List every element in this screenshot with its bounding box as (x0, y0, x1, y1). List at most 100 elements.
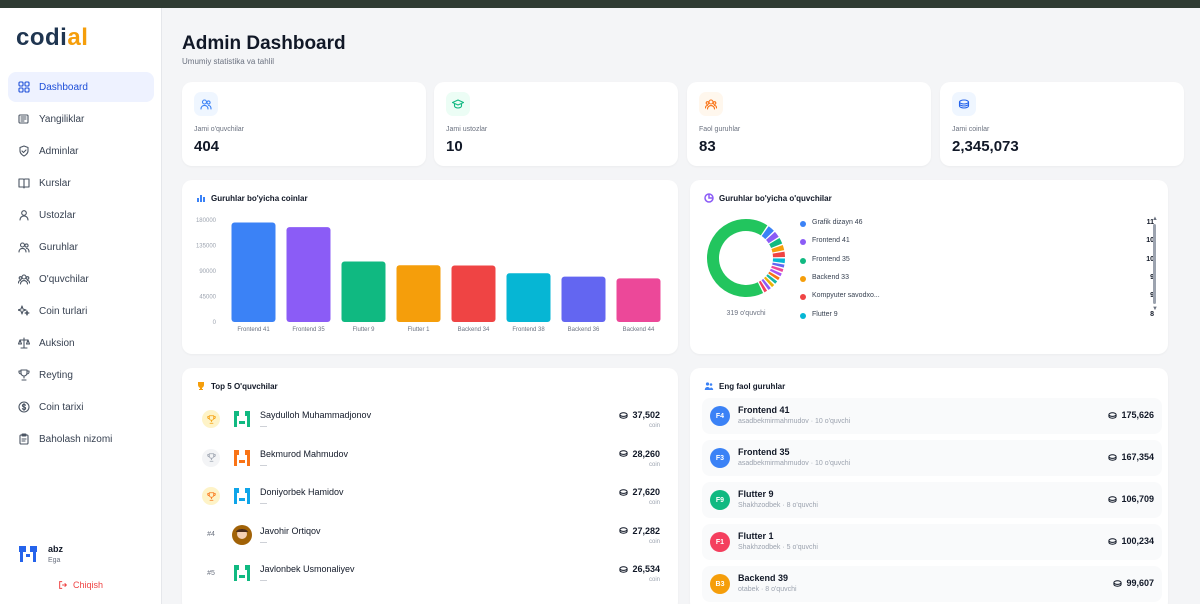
sidebar-item-label: Kurslar (39, 177, 71, 189)
coin-icon (1113, 579, 1123, 587)
clipboard-icon (19, 433, 29, 445)
coin-amount: 175,626 (1121, 410, 1154, 420)
student-row[interactable]: #5 Javlonbek Usmonaliyev — 26,534 coin (200, 558, 660, 594)
legend-color-dot (800, 239, 806, 246)
bar[interactable] (451, 265, 496, 322)
bar[interactable] (616, 278, 661, 322)
sidebar-item-ustozlar[interactable]: Ustozlar (8, 200, 154, 230)
logout-button[interactable]: Chiqish (58, 580, 103, 590)
student-name: Saydulloh Muhammadjonov (260, 410, 372, 420)
legend-item[interactable]: Kompyuter savodxo... 9 (800, 291, 1170, 305)
rank-badge: #4 (207, 531, 215, 538)
top-students-card: Top 5 O'quvchilar Saydulloh Muhammadjono… (182, 368, 678, 604)
trophy-icon (206, 453, 216, 462)
sidebar-item-baholash-nizomi[interactable]: Baholash nizomi (8, 424, 154, 454)
users-group-icon (18, 274, 30, 285)
sidebar-item-dashboard[interactable]: Dashboard (8, 72, 154, 102)
stat-value: 404 (194, 138, 220, 155)
bar[interactable] (506, 273, 551, 322)
donut-slice[interactable] (763, 276, 775, 288)
stat-value: 2,345,073 (952, 138, 1019, 155)
group-badge: F4 (710, 406, 730, 426)
donut-slice[interactable] (766, 274, 778, 284)
page-subtitle: Umumiy statistika va tahlil (182, 57, 275, 66)
legend-item[interactable]: Grafik dizayn 46 11 (800, 218, 1170, 232)
stat-icon (446, 92, 470, 116)
user-profile[interactable]: abz Ega (16, 542, 63, 566)
bar-chart: 180000 135000 90000 45000 0 Frontend 41 Fronte… (196, 218, 661, 333)
trophy-icon (18, 369, 30, 381)
donut-slice[interactable] (769, 268, 782, 277)
sidebar-item-yangiliklar[interactable]: Yangiliklar (8, 104, 154, 134)
rank-badge (202, 410, 220, 428)
group-name: Frontend 35 (738, 447, 790, 457)
avatar (232, 447, 252, 468)
sidebar-item-label: Auksion (39, 337, 75, 349)
sidebar-item-coin-turlari[interactable]: Coin turlari (8, 296, 154, 326)
donut-slice[interactable] (769, 238, 783, 249)
group-name: Flutter 1 (738, 531, 774, 541)
group-badge: B3 (710, 574, 730, 594)
scroll-down-icon[interactable]: ▼ (1152, 306, 1158, 312)
user-icon (19, 210, 29, 221)
sidebar-item-label: Adminlar (39, 145, 79, 157)
coin-value: 100,234 (1108, 536, 1154, 546)
student-name: Doniyorbek Hamidov (260, 487, 344, 497)
legend-item[interactable]: Backend 33 9 (800, 273, 1170, 287)
sidebar-item-adminlar[interactable]: Adminlar (8, 136, 154, 166)
group-sub: Shakhzodbek · 8 o'quvchi (738, 502, 818, 509)
avatar (16, 542, 40, 566)
legend-count: 9 (1150, 292, 1154, 299)
sidebar-item-auksion[interactable]: Auksion (8, 328, 154, 358)
scroll-up-icon[interactable]: ▲ (1152, 216, 1158, 222)
legend-item[interactable]: Flutter 9 8 (800, 310, 1170, 324)
donut-slice[interactable] (771, 244, 785, 253)
donut-slice[interactable] (758, 280, 768, 293)
donut-slice[interactable] (772, 262, 785, 268)
sidebar-item-guruhlar[interactable]: Guruhlar (8, 232, 154, 262)
x-tick-label: Frontend 35 (292, 327, 325, 333)
sidebar-item-reyting[interactable]: Reyting (8, 360, 154, 390)
student-row[interactable]: Doniyorbek Hamidov — 27,620 coin (200, 481, 660, 517)
bar[interactable] (286, 227, 331, 322)
sidebar-item-coin-tarixi[interactable]: Coin tarixi (8, 392, 154, 422)
donut-slice[interactable] (761, 226, 774, 240)
bar[interactable] (396, 265, 441, 322)
x-tick-label: Frontend 38 (512, 327, 545, 333)
legend-item[interactable]: Frontend 35 10 (800, 255, 1170, 269)
coins-by-group-card: Guruhlar bo'yicha coinlar 180000 135000 90… (182, 180, 678, 354)
donut-slice[interactable] (707, 219, 768, 297)
donut-slice[interactable] (765, 231, 779, 244)
stat-label: Jami o'quvchilar (194, 126, 244, 133)
legend-scrollbar[interactable] (1153, 224, 1156, 304)
donut-slice[interactable] (771, 265, 784, 273)
x-tick-label: Flutter 1 (407, 327, 430, 333)
sparkles-icon (18, 305, 30, 316)
student-name: Bekmurod Mahmudov (260, 448, 349, 459)
bar[interactable] (561, 276, 606, 322)
x-tick-label: Flutter 9 (352, 327, 375, 333)
logo[interactable]: codial (16, 24, 89, 51)
group-badge: F1 (710, 532, 730, 552)
group-row[interactable]: F3 Frontend 35 asadbekmirmahmudov · 10 o'q… (702, 440, 1162, 476)
student-row[interactable]: Saydulloh Muhammadjonov — 37,502 coin (200, 404, 660, 440)
coin-value: 167,354 (1108, 452, 1154, 462)
student-row[interactable]: #4 Javohir Ortiqov — 27,282 coin (200, 520, 660, 556)
donut-slice[interactable] (761, 278, 771, 290)
group-row[interactable]: F9 Flutter 9 Shakhzodbek · 8 o'quvchi 106,7… (702, 482, 1162, 518)
group-row[interactable]: F1 Flutter 1 Shakhzodbek · 5 o'quvchi 100,2… (702, 524, 1162, 560)
sidebar-item-o-quvchilar[interactable]: O'quvchilar (8, 264, 154, 294)
group-row[interactable]: B3 Backend 39 otabek · 8 o'quvchi 99,607 (702, 566, 1162, 602)
coin-unit: coin (648, 500, 660, 506)
donut-chart: 319 o'quvchi (707, 219, 785, 317)
sidebar-item-kurslar[interactable]: Kurslar (8, 168, 154, 198)
legend-item[interactable]: Frontend 41 10 (800, 236, 1170, 250)
bar[interactable] (231, 222, 276, 322)
stat-icon (194, 92, 218, 116)
coins-icon (958, 99, 970, 109)
donut-slice[interactable] (768, 271, 780, 281)
graduation-cap-icon (452, 99, 464, 109)
group-row[interactable]: F4 Frontend 41 asadbekmirmahmudov · 10 o'q… (702, 398, 1162, 434)
bar[interactable] (341, 261, 386, 322)
student-row[interactable]: Bekmurod Mahmudov — 28,260 coin (200, 443, 660, 479)
